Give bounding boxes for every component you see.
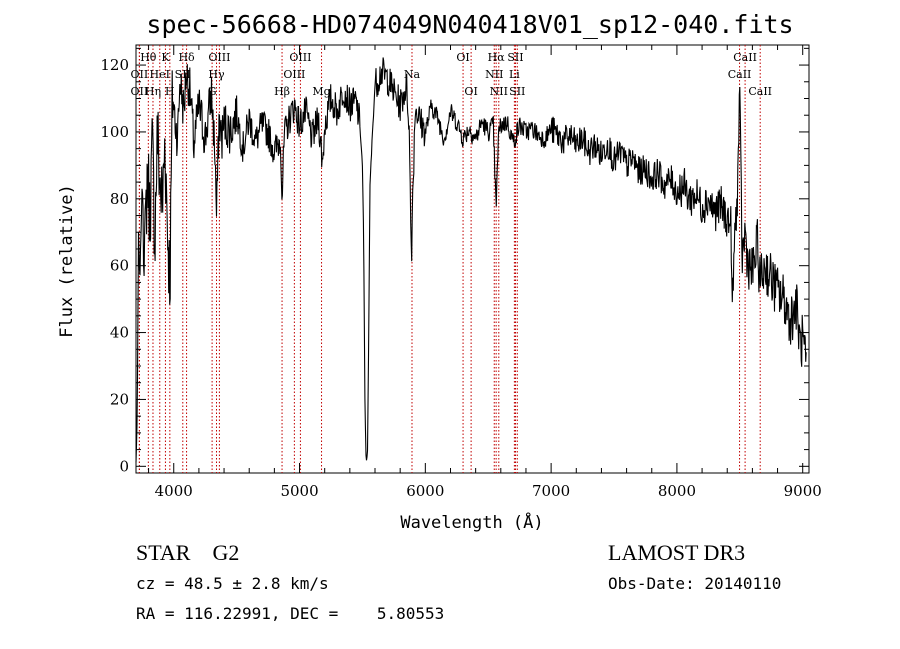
plot-frame xyxy=(135,44,810,474)
x-tick-label: 8000 xyxy=(658,482,696,500)
spectral-line-label: NII xyxy=(485,68,503,81)
x-tick-label: 6000 xyxy=(406,482,444,500)
spectral-line-label: OI xyxy=(456,51,469,64)
redshift-text: cz = 48.5 ± 2.8 km/s xyxy=(136,574,329,593)
y-tick-label: 20 xyxy=(110,390,129,408)
spectral-line-label: Li xyxy=(509,68,520,81)
spectral-line-markers xyxy=(138,45,761,473)
spectral-line-label: Hδ xyxy=(178,51,195,64)
y-tick-label: 40 xyxy=(110,324,129,342)
object-class: STAR G2 xyxy=(136,540,240,565)
spectral-line-label: SII xyxy=(509,85,525,98)
spectral-line-label: SII xyxy=(507,51,523,64)
spectral-line-label: Na xyxy=(404,68,421,81)
coordinates-text: RA = 116.22991, DEC = 5.80553 xyxy=(136,604,445,623)
chart-title: spec-56668-HD074049N040418V01_sp12-040.f… xyxy=(146,10,793,39)
spectrum-series-line xyxy=(135,57,807,463)
spectral-line-label: Hθ xyxy=(140,51,157,64)
spectral-line-label: CaII xyxy=(733,51,757,64)
x-axis: 4000 5000 6000 7000 8000 9000 xyxy=(148,45,822,500)
spectral-line-label: OI xyxy=(464,85,477,98)
x-tick-label: 5000 xyxy=(280,482,318,500)
spectral-line-label: K xyxy=(161,51,170,64)
spectral-line-label: H xyxy=(165,85,175,98)
spectral-line-label: HeI xyxy=(150,68,170,81)
spectral-line-label: Hα xyxy=(488,51,506,64)
y-tick-label: 100 xyxy=(100,123,129,141)
x-tick-label: 7000 xyxy=(532,482,570,500)
spectral-line-label: CaII xyxy=(748,85,772,98)
x-tick-label: 4000 xyxy=(155,482,193,500)
spectral-line-label: OII xyxy=(131,85,149,98)
y-axis-label: Flux (relative) xyxy=(57,184,77,338)
spectral-line-label: OII xyxy=(131,68,149,81)
x-tick-label: 9000 xyxy=(784,482,822,500)
y-tick-label: 80 xyxy=(110,190,129,208)
spectral-line-label: SII xyxy=(175,68,191,81)
spectral-line-label: Mg xyxy=(312,85,330,98)
x-axis-label: Wavelength (Å) xyxy=(400,511,543,533)
y-axis: 0 20 40 60 80 100 120 xyxy=(100,47,809,475)
y-tick-label: 120 xyxy=(100,56,129,74)
obs-date: Obs-Date: 20140110 xyxy=(608,574,782,593)
y-tick-label: 60 xyxy=(110,257,129,275)
spectral-line-label: NII xyxy=(490,85,508,98)
spectral-line-label: OIII xyxy=(283,68,305,81)
survey-name: LAMOST DR3 xyxy=(608,540,746,565)
spectral-line-label: Hγ xyxy=(208,68,225,81)
spectral-line-label: CaII xyxy=(728,68,752,81)
spectral-line-label: OIII xyxy=(208,51,230,64)
spectral-line-label: Hβ xyxy=(274,85,290,98)
spectral-line-label: Hη xyxy=(145,85,161,98)
spectral-line-label: OIII xyxy=(289,51,311,64)
y-tick-label: 0 xyxy=(119,457,129,475)
